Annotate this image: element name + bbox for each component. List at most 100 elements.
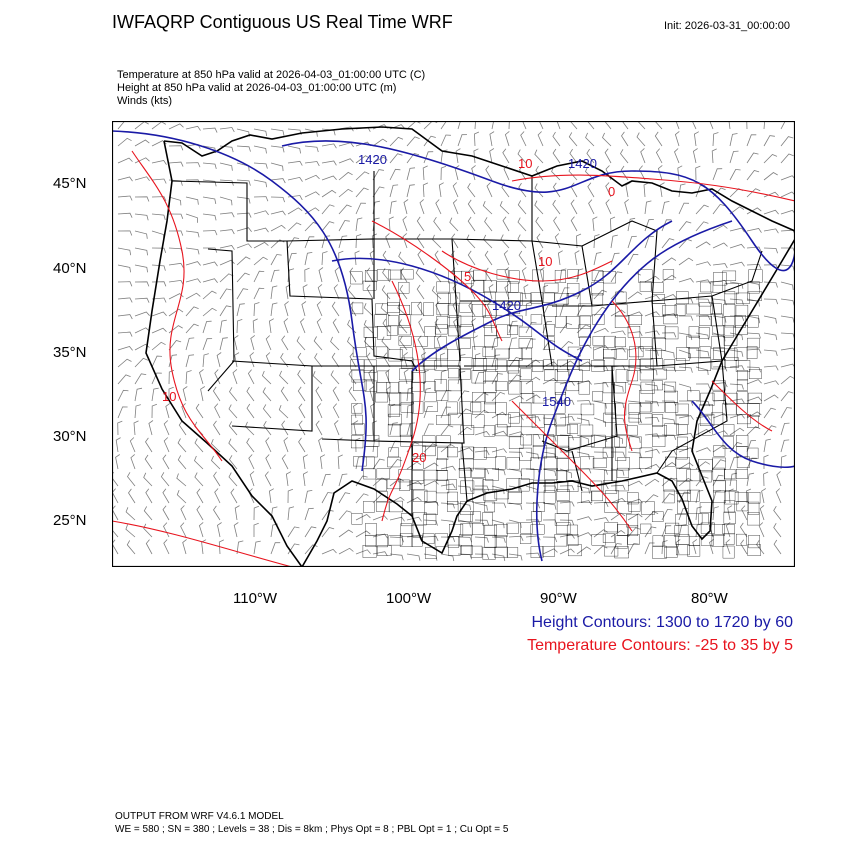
wind-barb — [151, 297, 167, 303]
wind-barb — [353, 403, 358, 419]
county-cell — [520, 522, 533, 534]
county-cell — [603, 357, 615, 371]
county-cell — [748, 392, 763, 404]
wind-barb — [678, 349, 692, 359]
county-cell — [675, 534, 690, 545]
wind-barb — [609, 216, 616, 232]
county-cell — [399, 533, 413, 547]
wind-barb — [304, 507, 314, 521]
wind-barb — [202, 213, 217, 221]
wind-barb — [695, 506, 703, 521]
wind-barb — [740, 539, 748, 555]
wind-barb — [627, 434, 641, 444]
county-cell — [557, 359, 568, 372]
wind-barb — [776, 471, 782, 487]
wind-barb — [151, 372, 162, 385]
wind-barb — [610, 330, 626, 336]
wind-barb — [134, 247, 148, 256]
county-cell — [723, 500, 735, 513]
county-cell — [593, 346, 604, 360]
wind-barb — [467, 250, 476, 266]
wind-barb — [415, 268, 425, 283]
wind-barb — [349, 352, 357, 368]
wind-barb — [746, 440, 757, 453]
wind-barb — [338, 235, 348, 249]
wind-barb — [773, 522, 782, 538]
wind-barb — [151, 403, 158, 419]
wind-barb — [610, 347, 626, 353]
wind-barb — [537, 131, 544, 147]
county-cell — [375, 392, 389, 403]
wind-barb — [265, 454, 272, 470]
wind-barb — [576, 532, 592, 538]
wind-barb — [542, 548, 558, 555]
county-cell — [713, 445, 726, 457]
county-cell — [713, 272, 727, 286]
county-cell — [472, 392, 486, 402]
county-cell — [567, 283, 580, 297]
wind-barb — [644, 294, 660, 300]
wind-barb — [219, 245, 235, 250]
wind-barb — [304, 221, 319, 232]
wind-barb — [474, 392, 489, 402]
wind-barb — [569, 148, 578, 164]
wind-barb — [302, 284, 308, 300]
wind-barb — [417, 250, 425, 266]
wind-barb — [117, 389, 129, 402]
wind-barb — [518, 182, 527, 198]
county-cell — [458, 338, 471, 349]
wind-barb — [228, 421, 238, 436]
wind-barb — [372, 515, 388, 521]
county-cell — [353, 456, 367, 467]
wind-barb — [538, 250, 544, 266]
wind-barb — [368, 369, 374, 385]
wind-barb — [535, 216, 544, 232]
wind-barb — [570, 199, 578, 215]
wind-barb — [453, 318, 459, 334]
wind-barb — [559, 341, 574, 351]
wind-barb — [212, 386, 221, 402]
wind-barb — [661, 400, 677, 406]
wind-barb — [265, 352, 272, 368]
county-cell — [447, 491, 458, 505]
wind-barb — [423, 462, 439, 470]
county-cell — [386, 382, 399, 394]
wind-barb — [644, 478, 660, 487]
wind-barb — [695, 428, 711, 436]
wind-barb — [233, 335, 239, 351]
wind-barb — [370, 403, 376, 419]
county-cell — [723, 335, 738, 346]
wind-barb — [314, 353, 323, 368]
wind-barb — [451, 233, 459, 249]
county-cell — [711, 359, 726, 370]
wind-barb — [321, 143, 337, 149]
wind-barb — [559, 519, 575, 526]
county-cell — [470, 545, 483, 558]
wind-barb — [388, 216, 394, 232]
wind-barb — [474, 371, 484, 385]
wind-barb — [134, 297, 150, 303]
county-cell — [398, 336, 412, 346]
county-cell — [604, 522, 619, 533]
wind-barb — [712, 242, 728, 249]
wind-barb — [134, 264, 148, 273]
county-cell — [484, 325, 497, 337]
wind-barb — [440, 369, 447, 385]
wind-barb — [763, 349, 778, 357]
wind-barb — [355, 234, 362, 249]
county-cell — [652, 303, 666, 317]
county-cell — [747, 291, 762, 301]
county-cell — [651, 282, 664, 293]
county-cell — [735, 533, 747, 546]
county-cell — [434, 533, 448, 547]
county-cell — [722, 403, 737, 416]
county-cell — [698, 302, 713, 315]
wind-barb — [746, 426, 761, 436]
county-cell — [448, 315, 462, 328]
wind-barb — [178, 420, 187, 436]
wind-barb — [185, 354, 195, 368]
county-cell — [700, 535, 714, 546]
wind-barb — [627, 291, 643, 300]
county-cell — [483, 489, 498, 501]
county-cell — [543, 490, 556, 504]
